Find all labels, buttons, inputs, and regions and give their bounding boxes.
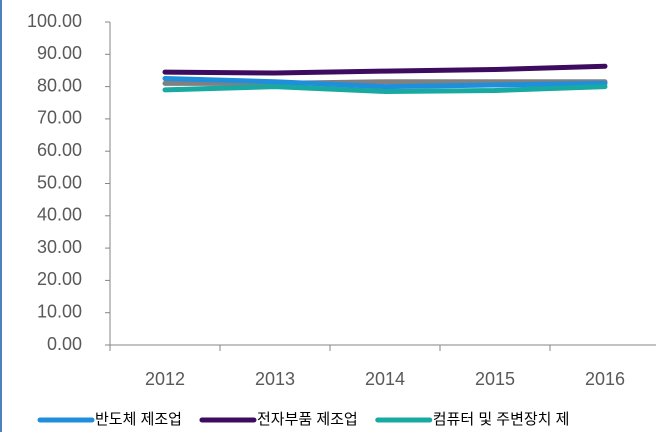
legend-text: 반도체 제조업 bbox=[95, 411, 182, 428]
series-line bbox=[162, 79, 608, 86]
y-tick-label: 10.00 bbox=[37, 301, 82, 321]
y-tick-label: 100.00 bbox=[27, 11, 82, 31]
y-tick-label: 30.00 bbox=[37, 237, 82, 257]
y-tick-label: 60.00 bbox=[37, 140, 82, 160]
x-tick-label: 2014 bbox=[365, 369, 405, 389]
series-line bbox=[162, 63, 608, 76]
series-line bbox=[162, 84, 608, 94]
y-tick-label: 40.00 bbox=[37, 205, 82, 225]
legend-text: 전자부품 제조업 bbox=[257, 411, 358, 428]
y-tick-label: 90.00 bbox=[37, 43, 82, 63]
y-tick-label: 50.00 bbox=[37, 172, 82, 192]
y-tick-label: 20.00 bbox=[37, 269, 82, 289]
legend-text: 컴퓨터 및 주변장치 제 bbox=[433, 411, 570, 428]
x-tick-label: 2013 bbox=[255, 369, 295, 389]
series-line bbox=[162, 76, 608, 90]
x-tick-label: 2015 bbox=[475, 369, 515, 389]
y-tick-label: 70.00 bbox=[37, 108, 82, 128]
y-tick-label: 0.00 bbox=[47, 334, 82, 354]
x-tick-label: 2012 bbox=[145, 369, 185, 389]
y-tick-label: 80.00 bbox=[37, 75, 82, 95]
x-tick-label: 2016 bbox=[585, 369, 625, 389]
